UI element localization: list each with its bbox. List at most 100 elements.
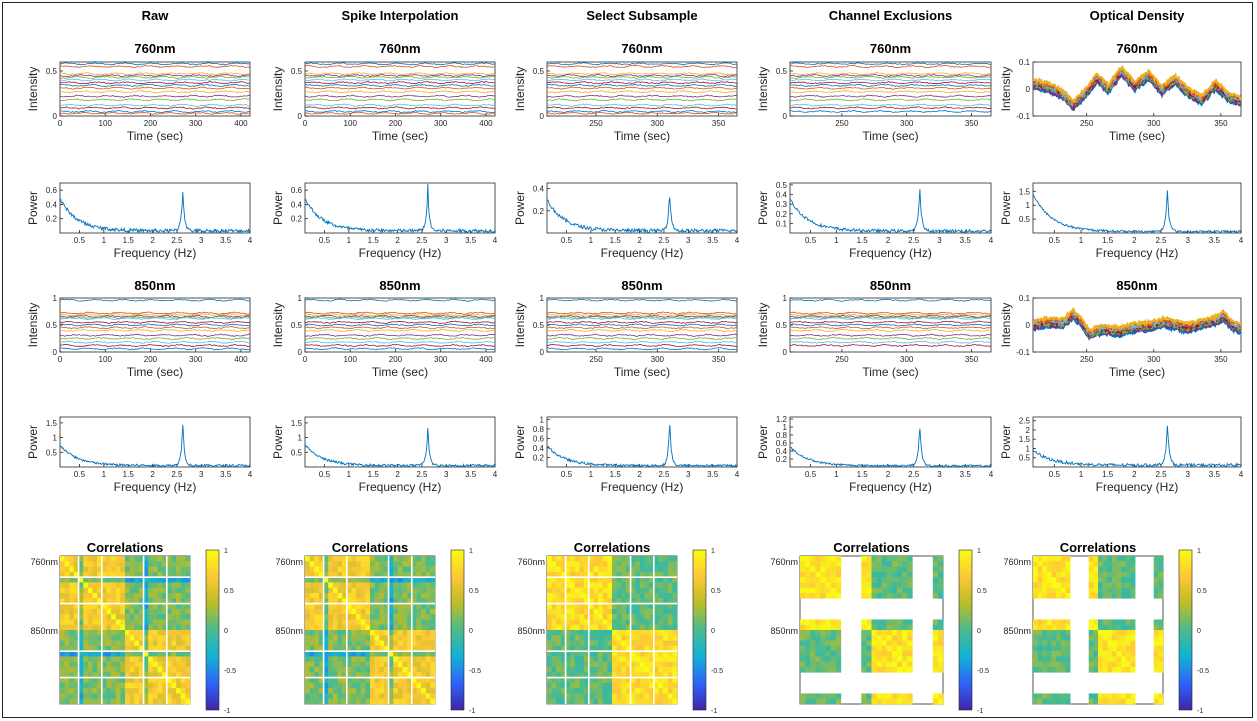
heatmap-cell: [876, 635, 883, 641]
heatmap-cell: [815, 587, 821, 594]
heatmap-cell: [630, 667, 636, 673]
heatmap-cell: [937, 619, 944, 626]
heatmap-cell: [309, 661, 315, 668]
heatmap-cell: [1111, 693, 1117, 700]
y-tick-label: 0.2: [533, 453, 545, 462]
heatmap-cell: [360, 614, 366, 620]
heatmap-cell: [663, 598, 669, 604]
y-tick-label: 0.5: [776, 181, 788, 190]
heatmap-cell: [574, 561, 580, 567]
trace-line-2: [305, 313, 495, 317]
heatmap-cell: [598, 619, 604, 626]
heatmap-cell: [835, 577, 842, 583]
heatmap-cell: [162, 556, 168, 562]
heatmap-cell: [393, 619, 399, 626]
heatmap-cell: [630, 561, 636, 567]
heatmap-cell: [157, 656, 163, 663]
heatmap-cell: [111, 651, 117, 657]
heatmap-cell: [125, 624, 130, 631]
heatmap-cell: [138, 566, 144, 573]
heatmap-cell: [644, 693, 650, 700]
heatmap-cell: [421, 577, 427, 583]
heatmap-cell: [402, 619, 408, 626]
heatmap-cell: [148, 635, 154, 641]
heatmap-cell: [374, 561, 380, 567]
heatmap-cell: [612, 667, 617, 673]
heatmap-cell: [351, 561, 357, 567]
heatmap-cell: [388, 698, 394, 705]
heatmap-cell: [1042, 640, 1048, 647]
heatmap-cell: [1158, 645, 1164, 652]
heatmap-cell: [87, 693, 93, 700]
heatmap-cell: [886, 619, 893, 626]
heatmap-cell: [607, 640, 613, 647]
heatmap-cell: [185, 587, 191, 594]
heatmap-cell: [658, 651, 664, 657]
heatmap-cell: [111, 608, 117, 615]
heatmap-cell: [342, 566, 348, 573]
heatmap-cell: [318, 593, 324, 599]
trace-line-15: [547, 111, 737, 115]
heatmap-cell: [574, 624, 580, 631]
trace-line-2: [305, 72, 495, 76]
heatmap-cell: [379, 640, 385, 647]
trace-line-5: [60, 78, 250, 82]
heatmap-cell: [421, 645, 427, 652]
heatmap-cell: [411, 688, 417, 694]
y-axis-label: Intensity: [271, 67, 285, 112]
heatmap-cell: [332, 566, 338, 573]
heatmap-cell: [166, 688, 172, 694]
heatmap-cell: [309, 603, 315, 610]
heatmap-cell: [1033, 582, 1038, 589]
heatmap-cell: [337, 682, 343, 689]
heatmap-cell: [644, 566, 650, 573]
heatmap-cell: [1042, 661, 1048, 668]
heatmap-cell: [1121, 582, 1127, 589]
heatmap-cell: [152, 577, 158, 583]
heatmap-cell: [383, 677, 389, 684]
heatmap-cell: [379, 624, 385, 631]
heatmap-cell: [1158, 571, 1164, 578]
heatmap-cell: [125, 677, 130, 684]
heatmap-cell: [148, 677, 154, 684]
heatmap-cell: [383, 630, 389, 636]
heatmap-cell: [157, 630, 163, 636]
heatmap-cell: [185, 656, 191, 663]
heatmap-cell: [374, 667, 380, 673]
heatmap-cell: [176, 630, 182, 636]
heatmap-cell: [598, 661, 604, 668]
heatmap-cell: [69, 630, 75, 636]
heatmap-cell: [1046, 619, 1052, 626]
heatmap-cell: [635, 656, 641, 663]
heatmap-cell: [111, 677, 117, 684]
heatmap-cell: [593, 603, 599, 610]
heatmap-cell: [1037, 561, 1043, 567]
heatmap-cell: [106, 624, 112, 631]
heatmap-cell: [346, 603, 352, 610]
heatmap-cell: [171, 672, 177, 678]
heatmap-cell: [73, 661, 79, 668]
heatmap-cell: [625, 677, 631, 684]
heatmap-cell: [323, 614, 329, 620]
heatmap-cell: [825, 577, 831, 583]
x-tick-label: 250: [589, 119, 603, 128]
heatmap-cell: [430, 593, 436, 599]
heatmap-cell: [639, 561, 645, 567]
heatmap-cell: [1111, 566, 1117, 573]
heatmap-cell: [78, 556, 84, 562]
colorbar-tick-label: -0.5: [1197, 668, 1209, 675]
heatmap-cell: [588, 587, 594, 594]
heatmap-cell: [78, 608, 84, 615]
heatmap-cell: [180, 593, 186, 599]
heatmap-cell: [115, 635, 121, 641]
heatmap-cell: [171, 561, 177, 567]
heatmap-cell: [607, 556, 613, 562]
y-axis-label: Power: [999, 425, 1013, 459]
traces: [547, 298, 737, 351]
heatmap-cell: [87, 624, 93, 631]
heatmap-cell: [129, 556, 135, 562]
heatmap-cell: [658, 566, 664, 573]
heatmap-cell: [346, 577, 352, 583]
heatmap-cell: [402, 577, 408, 583]
heatmap-cell: [115, 661, 121, 668]
